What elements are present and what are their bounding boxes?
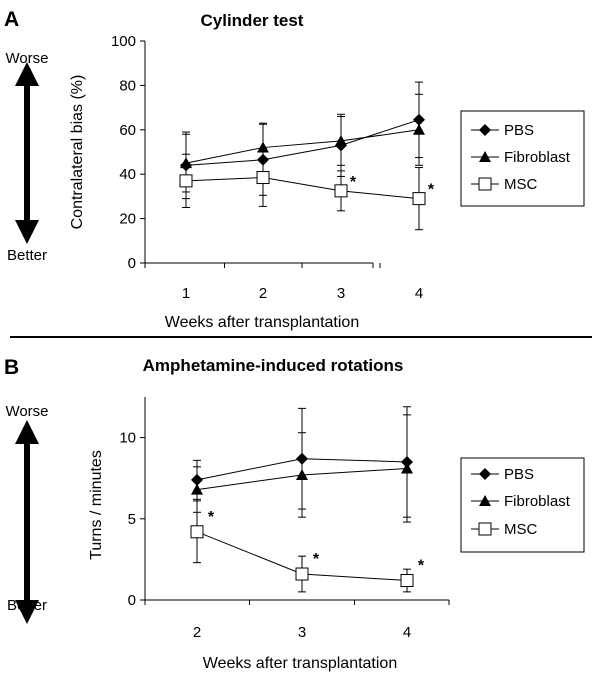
- legend-label: Fibroblast: [504, 149, 571, 166]
- data-point-fibroblast: [296, 468, 308, 480]
- y-tick-label: 80: [119, 77, 136, 94]
- legend-marker: [479, 468, 491, 480]
- data-point-fibroblast: [191, 483, 203, 495]
- y-axis-title: Turns / minutes: [88, 450, 105, 560]
- x-tick-label: 4: [403, 624, 411, 641]
- side-label-bottom: Better: [7, 247, 47, 264]
- data-point-msc: [412, 192, 426, 206]
- x-axis-title: Weeks after transplantation: [203, 655, 397, 672]
- data-point-fibroblast: [257, 141, 269, 153]
- y-tick-label: 10: [119, 430, 136, 447]
- series-fibroblast: [180, 93, 425, 193]
- data-point-fibroblast: [413, 123, 425, 135]
- y-tick-label: 20: [119, 211, 136, 228]
- data-point-msc: [256, 171, 270, 185]
- significance-star: *: [350, 174, 357, 191]
- legend-item-pbs: PBS: [471, 466, 534, 483]
- x-tick-label: 3: [298, 624, 306, 641]
- legend-item-msc: MSC: [471, 176, 538, 193]
- series-line-msc: [185, 177, 420, 200]
- series-pbs: [180, 81, 425, 200]
- significance-star: *: [428, 182, 435, 199]
- legend-marker: [479, 495, 491, 506]
- legend-marker: [479, 151, 491, 162]
- data-point-msc: [179, 174, 193, 188]
- x-tick-label: 2: [259, 285, 267, 302]
- significance-star: *: [418, 558, 425, 575]
- data-point-msc: [400, 574, 414, 588]
- chart-title: Amphetamine-induced rotations: [143, 356, 404, 375]
- legend: PBS Fibroblast MSC: [460, 457, 585, 553]
- legend-label: MSC: [504, 521, 538, 538]
- y-tick-label: 5: [128, 511, 136, 528]
- y-axis-title: Contralateral bias (%): [69, 75, 86, 230]
- data-point-fibroblast: [401, 462, 413, 474]
- legend-item-msc: MSC: [471, 521, 538, 538]
- y-tick-label: 100: [111, 33, 136, 50]
- y-tick-label: 60: [119, 122, 136, 139]
- x-tick-label: 3: [337, 285, 345, 302]
- series-line-pbs: [185, 119, 420, 166]
- y-tick-label: 0: [128, 592, 136, 609]
- legend-label: PBS: [504, 122, 534, 139]
- significance-star: *: [208, 509, 215, 526]
- series-msc: [179, 148, 426, 231]
- y-tick-label: 0: [128, 255, 136, 272]
- x-tick-label: 1: [182, 285, 190, 302]
- legend: PBS Fibroblast MSC: [460, 110, 585, 207]
- legend-marker: [478, 522, 492, 536]
- data-point-msc: [190, 525, 204, 539]
- legend-label: MSC: [504, 176, 538, 193]
- y-tick-label: 40: [119, 166, 136, 183]
- data-point-msc: [295, 567, 309, 581]
- panel-letter: B: [4, 356, 19, 379]
- series-msc: [190, 500, 414, 593]
- side-label-top: Worse: [5, 50, 48, 67]
- legend-label: Fibroblast: [504, 493, 571, 510]
- legend-item-fibroblast: Fibroblast: [471, 493, 571, 510]
- legend-marker: [478, 177, 492, 191]
- data-point-msc: [334, 184, 348, 198]
- legend-item-fibroblast: Fibroblast: [471, 149, 571, 166]
- chart-title: Cylinder test: [201, 11, 304, 30]
- legend-marker: [479, 124, 491, 136]
- side-label-top: Worse: [5, 403, 48, 420]
- series-line-fibroblast: [185, 129, 420, 164]
- x-tick-label: 4: [415, 285, 423, 302]
- panel-a: A Cylinder test Worse Better 0 20 40 60 80 100 1 2 3…: [4, 8, 585, 331]
- legend-label: PBS: [504, 466, 534, 483]
- legend-item-pbs: PBS: [471, 122, 534, 139]
- panel-letter: A: [4, 8, 19, 31]
- x-axis-title: Weeks after transplantation: [165, 314, 359, 331]
- data-point-fibroblast: [335, 134, 347, 146]
- significance-star: *: [313, 551, 320, 568]
- x-tick-label: 2: [193, 624, 201, 641]
